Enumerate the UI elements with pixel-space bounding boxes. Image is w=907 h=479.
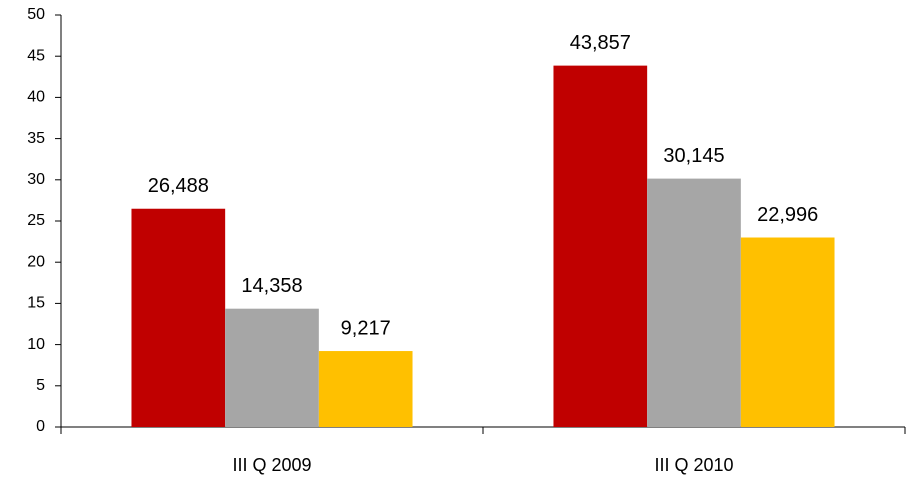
bar [318,351,413,427]
y-tick-label: 15 [27,295,45,312]
value-label: 22,996 [757,204,818,226]
y-tick-label: 5 [36,377,45,394]
value-label: 43,857 [570,32,631,54]
bar [647,178,741,427]
y-tick-label: 40 [27,89,45,106]
y-tick-label: 20 [27,253,45,270]
x-tick-label: III Q 2009 [232,455,311,475]
value-label: 14,358 [241,275,302,297]
y-tick-label: 30 [27,171,45,188]
x-tick-label: III Q 2010 [654,455,733,475]
bar [740,237,835,427]
value-label: 26,488 [148,175,209,197]
y-tick-label: 25 [27,212,45,229]
value-label: 9,217 [341,317,391,339]
y-tick-label: 0 [36,418,45,435]
y-tick-label: 45 [27,47,45,64]
y-tick-label: 35 [27,130,45,147]
bar [225,308,319,427]
bar [553,65,648,427]
bar [131,208,226,427]
value-label: 30,145 [663,145,724,167]
y-tick-label: 50 [27,6,45,23]
y-tick-label: 10 [27,336,45,353]
